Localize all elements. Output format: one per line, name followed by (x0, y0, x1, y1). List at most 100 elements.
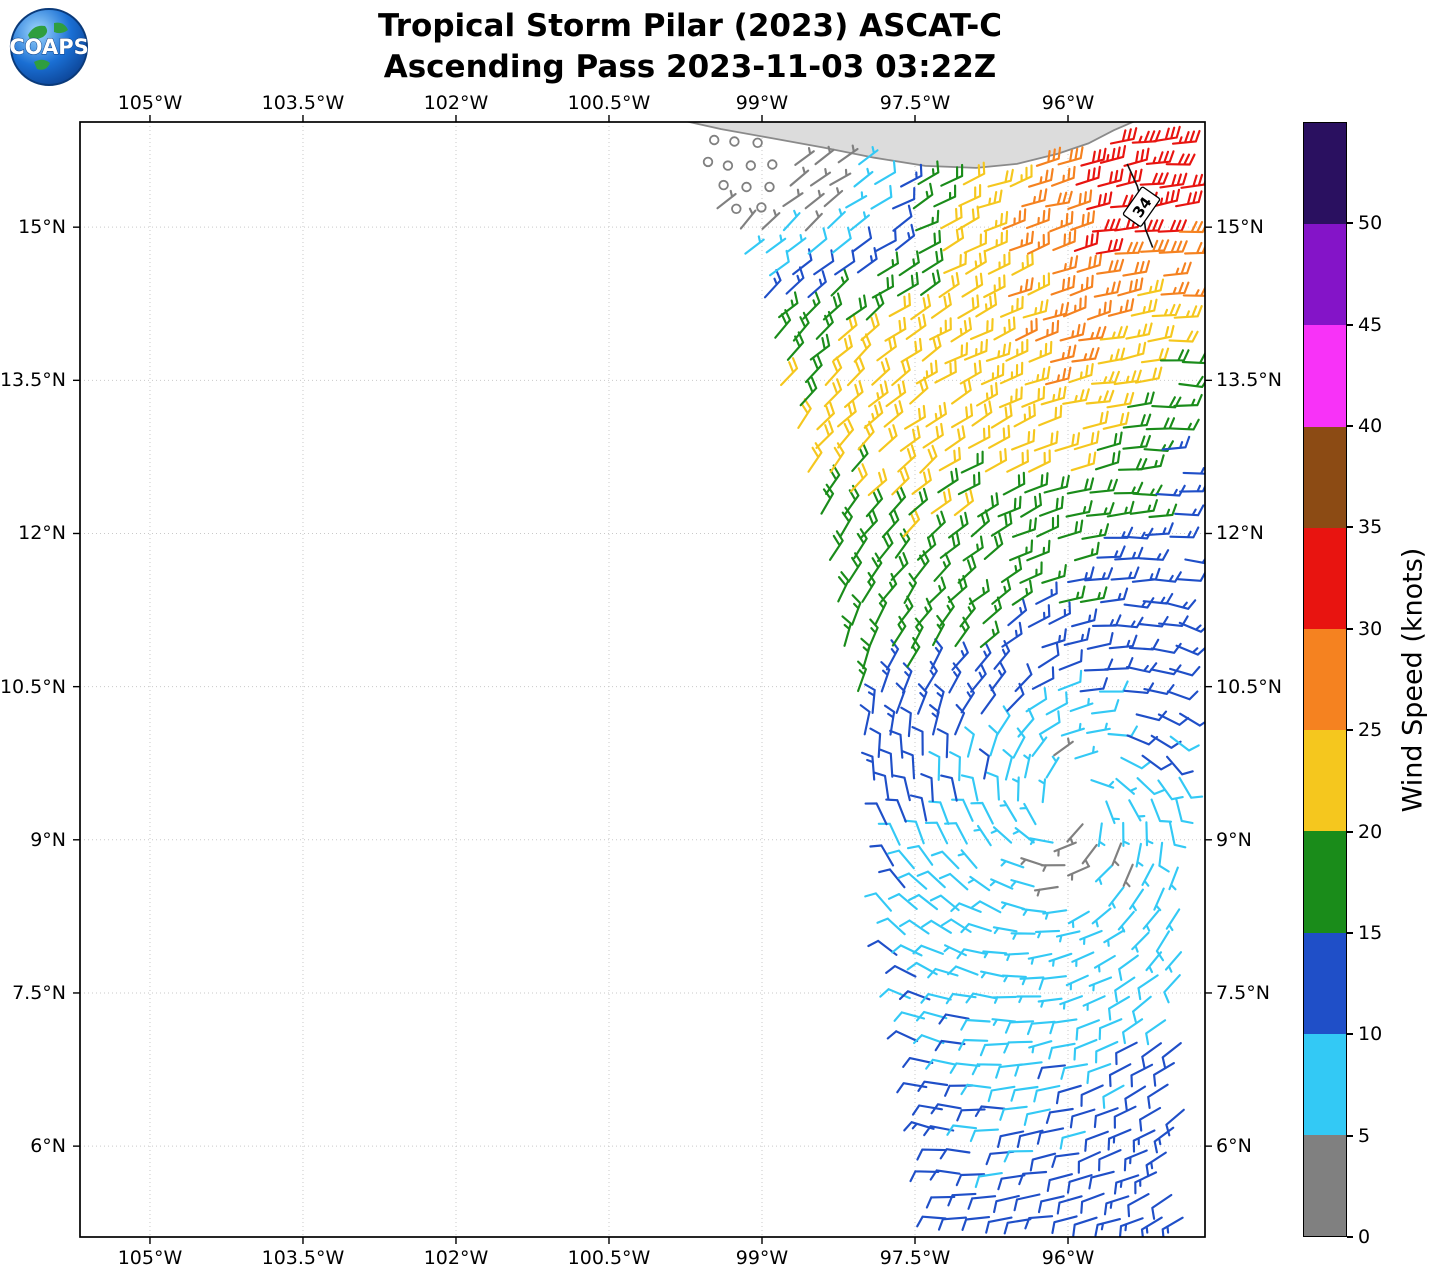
wind-barb (1016, 995, 1042, 1004)
wind-barb (1038, 710, 1061, 736)
wind-barb (1137, 278, 1165, 297)
wind-barb (1115, 777, 1137, 795)
wind-barb (1038, 778, 1047, 804)
wind-barb (1021, 908, 1047, 916)
wind-barb (1090, 370, 1120, 385)
wind-barb (809, 168, 832, 187)
wind-barb (1088, 1170, 1115, 1190)
wind-barb (1180, 173, 1205, 189)
wind-barb (983, 274, 1006, 299)
wind-barb (1151, 571, 1182, 583)
wind-barb (1107, 298, 1135, 317)
wind-barb (1040, 385, 1067, 406)
wind-barb (849, 211, 870, 231)
wind-barb (874, 160, 897, 185)
wind-barb (1139, 1106, 1162, 1132)
wind-barb (1049, 1018, 1078, 1035)
wind-barb (1096, 545, 1126, 559)
wind-barb (1049, 344, 1077, 363)
wind-barb (1158, 841, 1170, 873)
wind-barb (1163, 974, 1181, 1004)
wind-barb (964, 726, 975, 758)
wind-barb (769, 249, 790, 277)
wind-barb (785, 266, 805, 295)
wind-barb (860, 509, 878, 539)
wind-barb (965, 249, 987, 275)
wind-barb (832, 334, 853, 362)
wind-barb (1097, 347, 1126, 365)
wind-barb (891, 944, 923, 957)
wind-barb (1127, 391, 1155, 409)
wind-barb (1051, 1152, 1080, 1168)
wind-barb (1108, 995, 1130, 1021)
wind-barb (908, 893, 939, 911)
wind-barb (1178, 220, 1205, 234)
wind-barb (1169, 665, 1201, 677)
wind-barb (977, 492, 999, 518)
wind-barb (1014, 663, 1033, 693)
wind-barb (943, 251, 967, 274)
wind-barb (1095, 238, 1124, 255)
wind-barb (962, 535, 984, 562)
wind-barb (993, 1194, 1020, 1214)
wind-barb (1114, 976, 1136, 1003)
wind-barb (885, 798, 907, 823)
wind-barb (1130, 298, 1158, 317)
wind-barb (984, 229, 1009, 253)
wind-barb (1067, 910, 1090, 929)
wind-barb (1027, 231, 1050, 255)
wind-barb (1043, 474, 1070, 494)
wind-barb (860, 313, 880, 341)
wind-barb (1113, 369, 1142, 386)
wind-barb (953, 489, 974, 517)
x-tick-label-top: 100.5°W (567, 92, 651, 114)
colorbar-tick-label: 0 (1358, 1226, 1371, 1248)
wind-barb (1142, 592, 1174, 605)
colorbar-tick-mark (1347, 323, 1353, 326)
wind-barb (1094, 864, 1114, 885)
wind-barb (902, 508, 921, 538)
wind-barb (1027, 272, 1051, 296)
wind-barb (961, 1216, 991, 1231)
wind-barb (912, 944, 944, 955)
wind-barb (897, 444, 917, 473)
wind-barb (1175, 644, 1205, 656)
wind-barb (1045, 755, 1060, 779)
wind-barb (1090, 779, 1115, 789)
colorbar-tick-label: 10 (1358, 1023, 1383, 1046)
wind-barb (1080, 1192, 1105, 1214)
wind-barb (1120, 341, 1147, 361)
wind-barb (1089, 478, 1118, 494)
wind-barb (1084, 1130, 1109, 1152)
wind-barb (853, 167, 874, 188)
wind-barb (1075, 165, 1101, 186)
wind-barb (857, 660, 867, 693)
wind-barb (1134, 219, 1164, 233)
wind-barb (955, 1173, 986, 1187)
wind-barb (1166, 755, 1194, 776)
wind-barb (1009, 164, 1033, 188)
wind-barb (1060, 1063, 1089, 1080)
wind-barb (960, 922, 992, 934)
wind-barb (1123, 147, 1150, 167)
wind-barb (1117, 277, 1144, 297)
wind-barb (1103, 929, 1126, 947)
wind-barb (809, 333, 831, 361)
wind-barb (1037, 1064, 1066, 1080)
wind-barb (1098, 1018, 1123, 1041)
colorbar-label: Wind Speed (knots) (1397, 547, 1429, 813)
wind-barb (911, 1104, 943, 1116)
wind-barb (956, 948, 988, 960)
colorbar-tick-mark (1347, 830, 1353, 833)
wind-barb (782, 209, 801, 232)
wind-barb (897, 872, 928, 890)
wind-barb (1108, 634, 1138, 650)
wind-barb (960, 450, 984, 474)
wind-barb (908, 487, 929, 516)
map-layer: 34 (685, 122, 1205, 1237)
wind-barb (1123, 1149, 1148, 1172)
wind-barb (1113, 1105, 1137, 1129)
wind-barb (896, 271, 919, 297)
wind-barb (986, 771, 1000, 801)
wind-barb (1173, 393, 1203, 408)
